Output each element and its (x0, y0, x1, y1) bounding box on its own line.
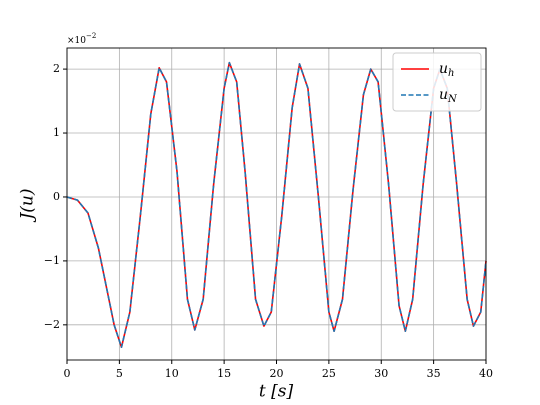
x-tick-label: 30 (374, 367, 388, 380)
plot-frame (66, 47, 487, 361)
y-tick-label: −1 (44, 254, 60, 267)
y-tick-label: 1 (53, 126, 60, 139)
x-tick-label: 25 (322, 367, 336, 380)
x-tick-label: 10 (165, 367, 179, 380)
x-tick-label: 20 (270, 367, 284, 380)
y-tick-label: 2 (53, 62, 60, 75)
legend-label: uh (439, 61, 454, 79)
x-tick-label: 35 (427, 367, 441, 380)
legend-box (392, 52, 482, 112)
offset-exponent: −2 (86, 32, 96, 40)
y-axis-label: J(u) (18, 188, 38, 222)
x-tick-label: 5 (116, 367, 123, 380)
x-axis-label: t [s] (259, 382, 294, 402)
y-tick-label: −2 (44, 318, 60, 331)
data-line (66, 61, 487, 349)
x-tick-label: 40 (479, 367, 493, 380)
legend-label: uN (439, 87, 458, 105)
y-offset-text: ×10−2 (67, 32, 96, 46)
x-tick-label: 0 (64, 367, 71, 380)
x-tick-label: 15 (217, 367, 231, 380)
y-tick-label: 0 (53, 190, 60, 203)
offset-base: ×10 (67, 36, 86, 46)
